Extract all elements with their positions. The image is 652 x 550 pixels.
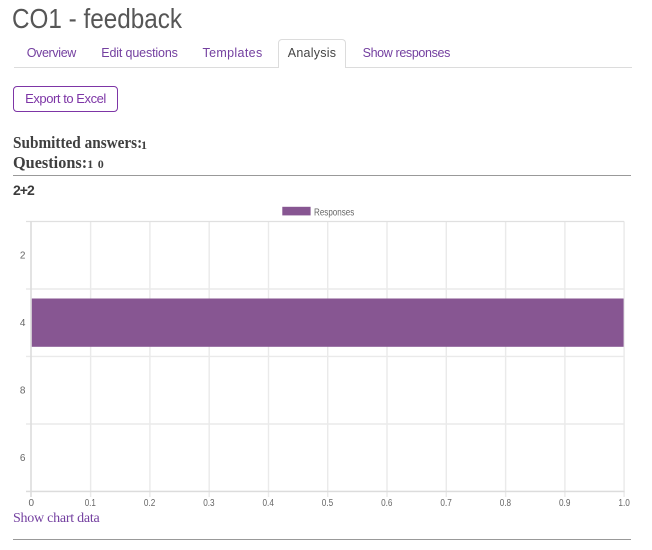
svg-text:0.7: 0.7 xyxy=(440,498,452,509)
svg-text:0.9: 0.9 xyxy=(559,498,571,509)
svg-text:0.2: 0.2 xyxy=(144,498,156,509)
svg-text:0.6: 0.6 xyxy=(381,498,393,509)
svg-text:0.3: 0.3 xyxy=(203,498,215,509)
svg-text:0.1: 0.1 xyxy=(85,498,97,509)
svg-text:Responses: Responses xyxy=(314,207,354,218)
svg-text:0: 0 xyxy=(29,498,35,509)
svg-text:6: 6 xyxy=(20,453,26,464)
svg-text:0.8: 0.8 xyxy=(500,498,512,509)
svg-text:0.4: 0.4 xyxy=(263,498,275,509)
svg-text:2: 2 xyxy=(20,251,26,262)
svg-text:1.0: 1.0 xyxy=(618,498,630,509)
svg-text:0.5: 0.5 xyxy=(322,498,334,509)
svg-text:4: 4 xyxy=(20,318,26,329)
svg-text:8: 8 xyxy=(20,386,26,397)
